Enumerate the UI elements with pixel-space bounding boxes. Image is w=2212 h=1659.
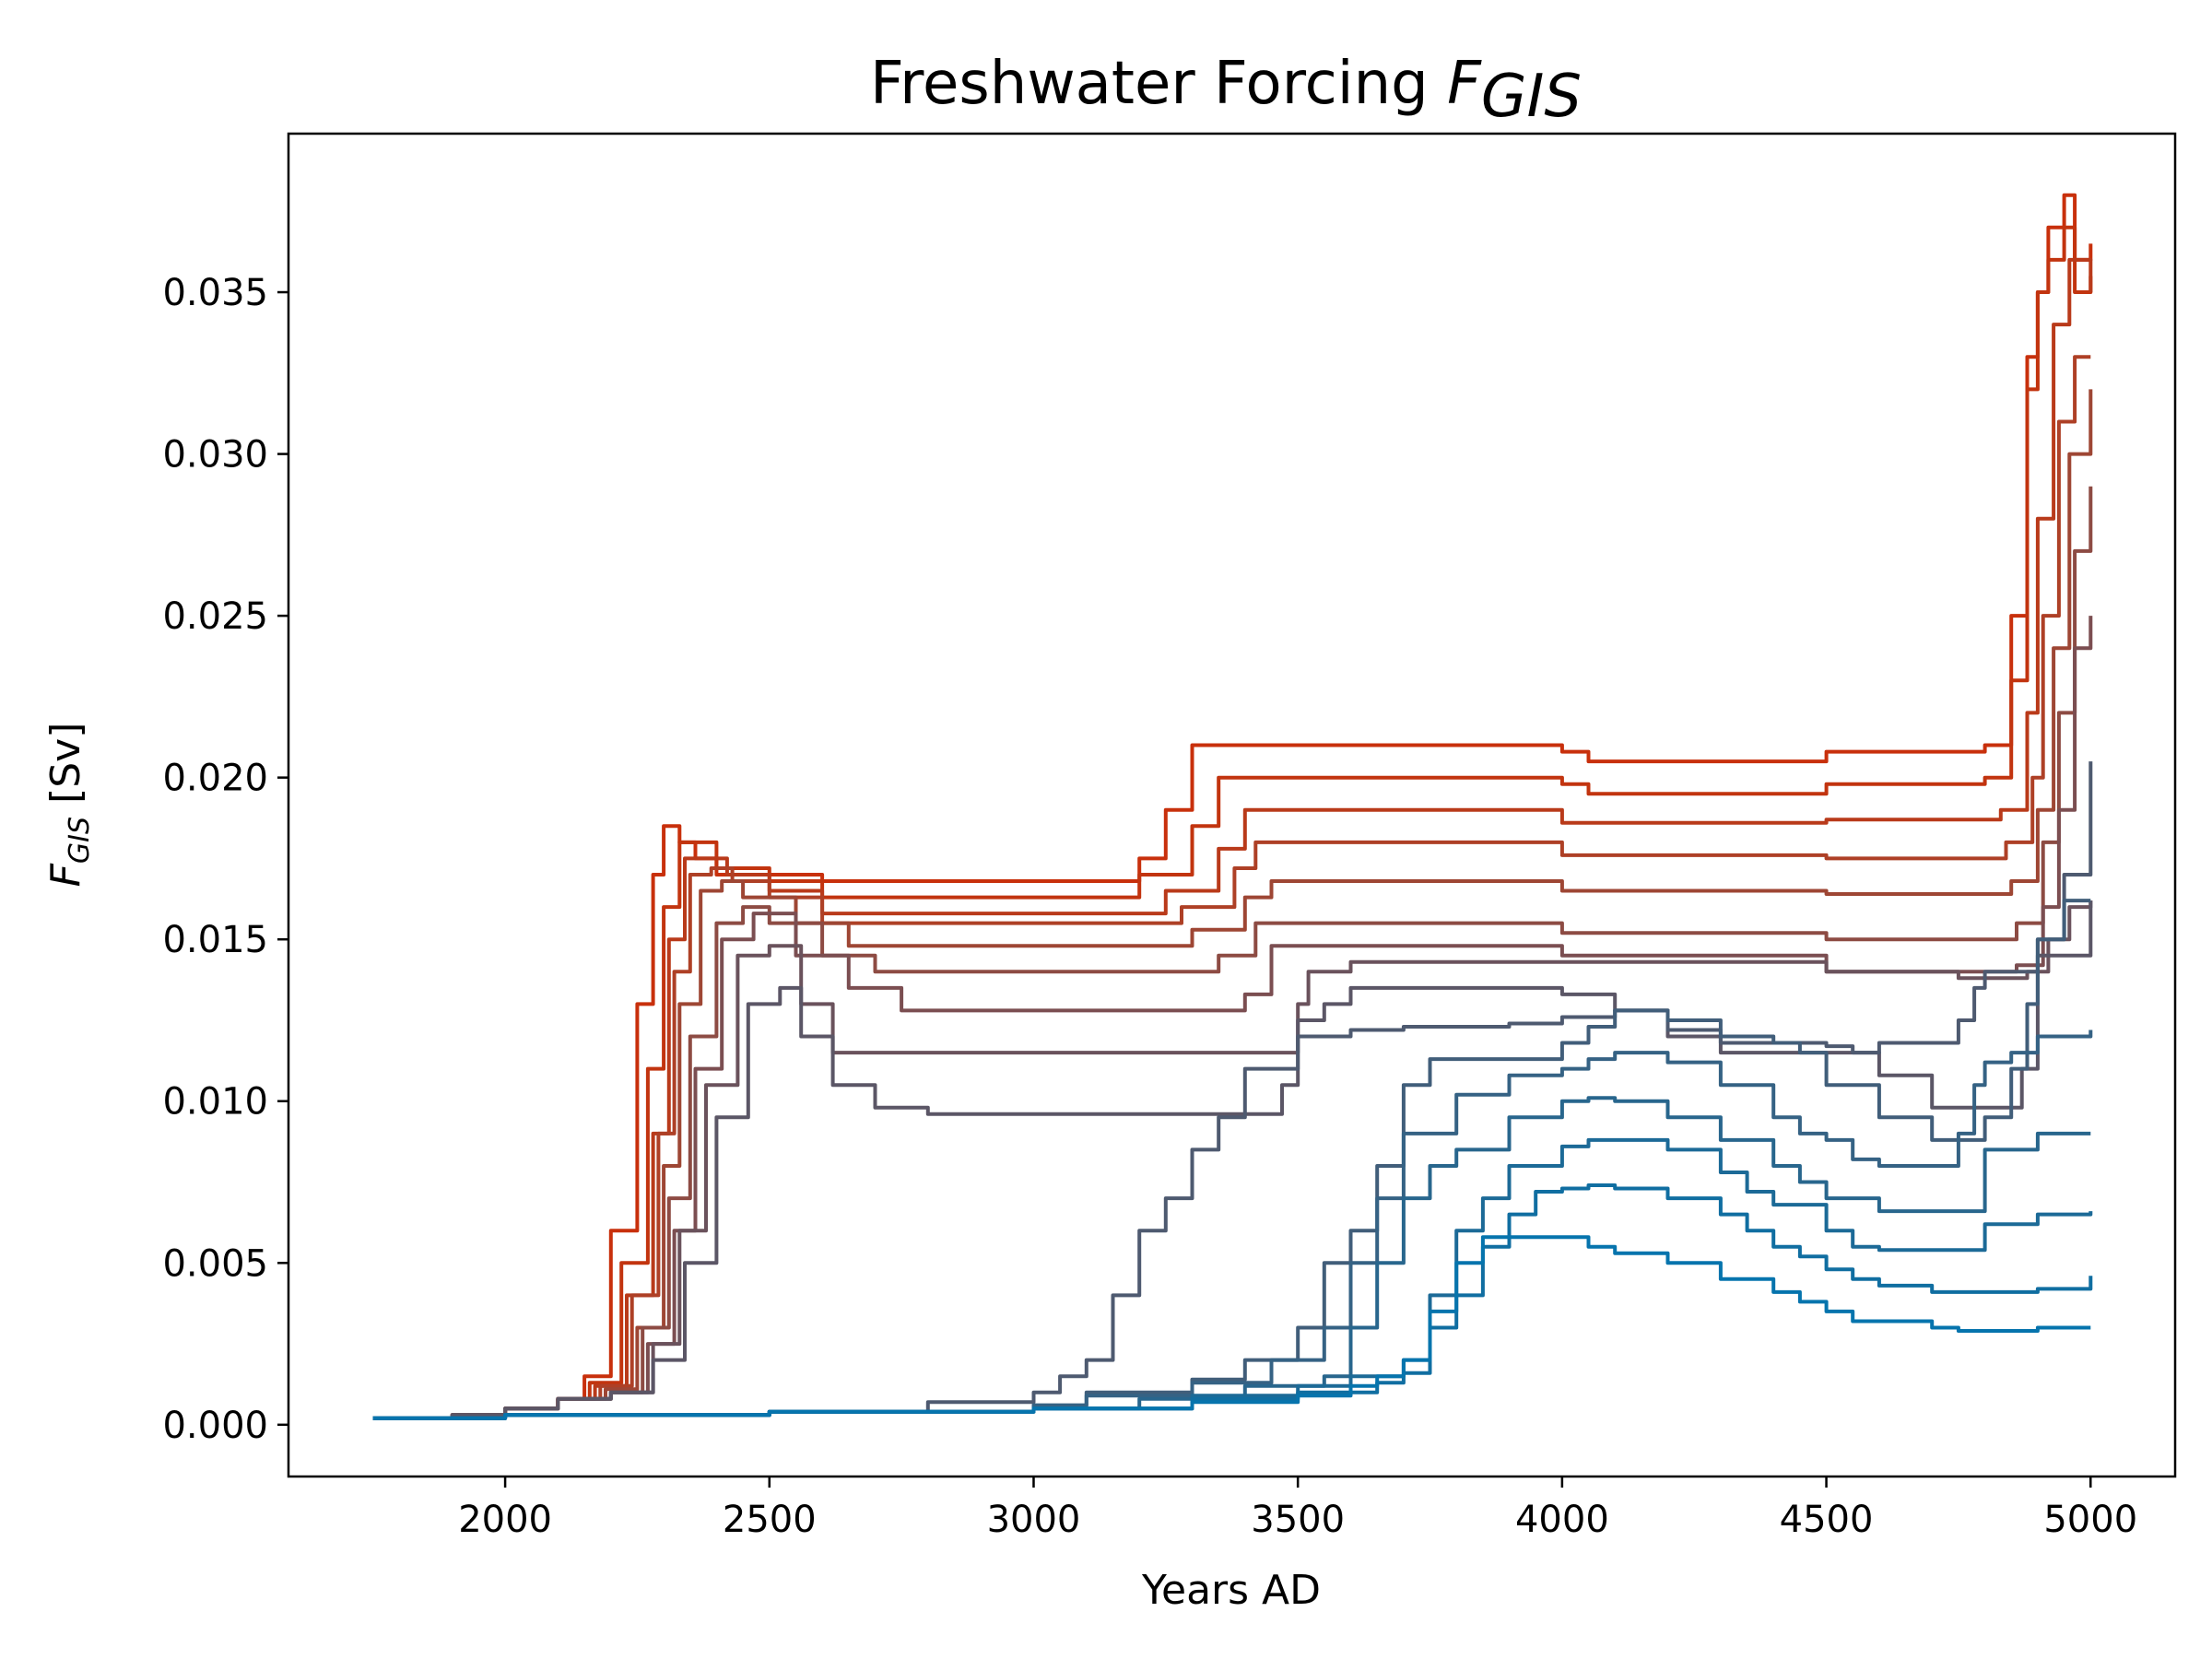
x-tick-label: 2500 [723, 1499, 817, 1541]
series-group [372, 193, 2093, 1420]
y-tick-label: 0.035 [162, 272, 268, 314]
x-tick-label: 4500 [1780, 1499, 1874, 1541]
y-tick-label: 0.010 [162, 1081, 268, 1124]
y-tick-label: 0.005 [162, 1242, 268, 1285]
series-line-12 [372, 1030, 2093, 1420]
y-tick-label: 0.025 [162, 595, 268, 638]
x-tick-label: 3500 [1251, 1499, 1345, 1541]
series-line-3 [372, 257, 2093, 1420]
axes-frame [287, 132, 2177, 1478]
x-axis: 2000 2500 3000 3500 4000 4500 5000 [458, 1477, 2137, 1541]
series-line-16 [372, 1235, 2091, 1420]
x-tick-label: 2000 [458, 1499, 552, 1541]
series-line-9 [372, 900, 2093, 1420]
x-tick-label: 3000 [987, 1499, 1081, 1541]
x-tick-label: 5000 [2043, 1499, 2137, 1541]
y-tick-label: 0.015 [162, 919, 268, 961]
series-line-5 [372, 389, 2093, 1420]
y-tick-label: 0.000 [162, 1405, 268, 1447]
y-axis-label: FGIS [Sv] [42, 723, 96, 888]
series-line-13 [372, 1096, 2091, 1420]
series-line-14 [372, 1137, 2093, 1420]
series-line-1 [372, 193, 2093, 1420]
x-axis-label: Years AD [1141, 1567, 1321, 1614]
y-tick-label: 0.030 [162, 434, 268, 477]
y-tick-label: 0.020 [162, 758, 268, 800]
series-line-10 [372, 761, 2093, 1420]
chart-title: Freshwater Forcing FGIS [870, 50, 1582, 131]
series-line-2 [372, 225, 2093, 1420]
x-tick-label: 4000 [1515, 1499, 1609, 1541]
plot-area [287, 132, 2177, 1478]
y-axis: 0.000 0.005 0.010 0.015 0.020 0.025 0.030 0.035 [162, 272, 288, 1447]
